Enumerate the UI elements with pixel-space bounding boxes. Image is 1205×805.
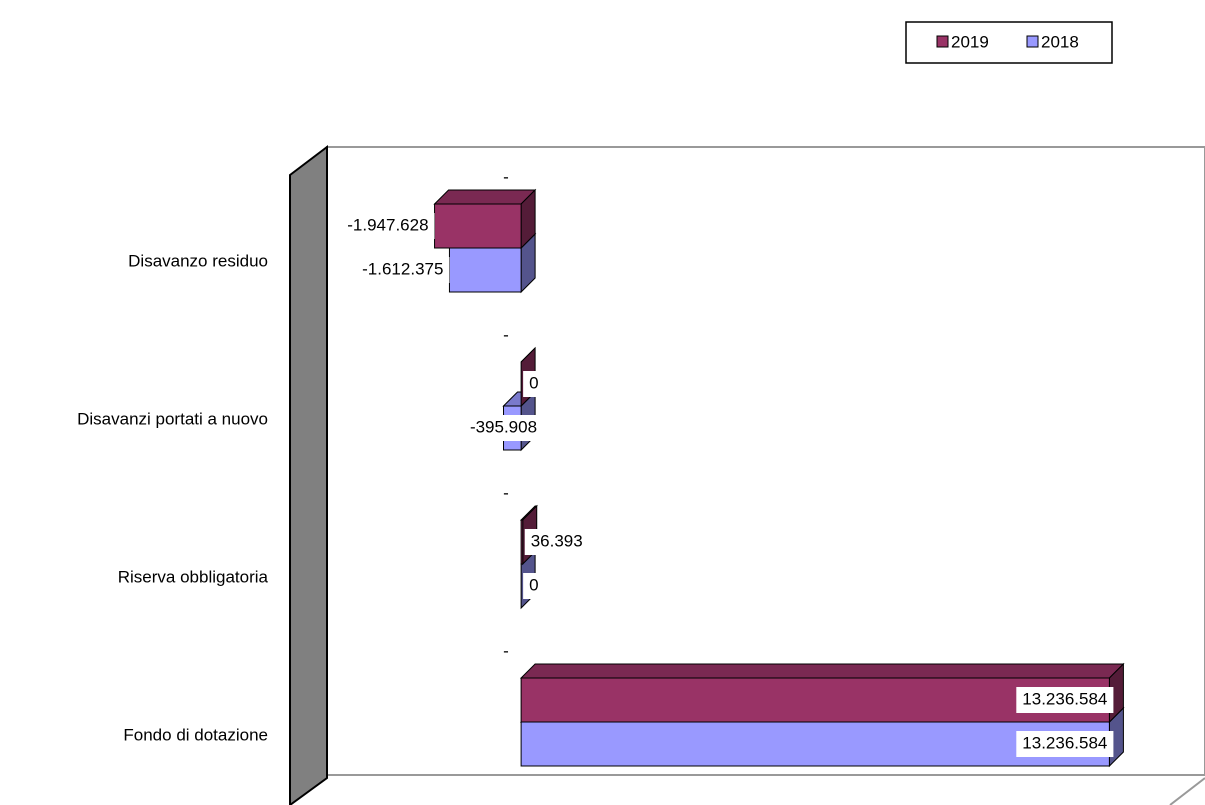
annotation: -: [503, 483, 509, 502]
data-label: 0: [529, 575, 538, 594]
data-label: -1.612.375: [362, 259, 443, 278]
y-tick-label: Riserva obbligatoria: [118, 567, 269, 586]
legend: [905, 21, 1113, 64]
bar: [520, 519, 524, 565]
legend-swatch: [936, 35, 949, 48]
data-label: -395.908: [470, 417, 537, 436]
legend-label: 2019: [951, 32, 989, 51]
annotation: -: [503, 641, 509, 660]
bar: [448, 247, 522, 293]
data-label-bg: [341, 213, 435, 239]
bar: [434, 203, 522, 249]
annotation: -: [503, 325, 509, 344]
data-label-bg: [463, 415, 544, 441]
legend-swatch: [1026, 35, 1039, 48]
legend-label: 2018: [1041, 32, 1079, 51]
annotation: -: [503, 167, 509, 186]
data-label: 36.393: [531, 531, 583, 550]
data-label-bg: [1016, 687, 1114, 713]
data-label-bg: [1016, 731, 1114, 757]
y-tick-label: Fondo di dotazione: [123, 725, 268, 744]
bar-top: [433, 189, 537, 205]
bar: [520, 677, 1110, 723]
data-label: 13.236.584: [1022, 733, 1107, 752]
data-label: -1.947.628: [347, 215, 428, 234]
data-label-bg: [523, 573, 545, 599]
bar: [520, 721, 1110, 767]
data-label-bg: [524, 529, 589, 555]
data-label: 13.236.584: [1022, 689, 1107, 708]
data-label: 0: [529, 373, 538, 392]
side-wall: [289, 144, 328, 805]
data-label-bg: [523, 371, 545, 397]
y-tick-label: Disavanzo residuo: [128, 251, 268, 270]
floor-edge: [1169, 777, 1205, 805]
data-label-bg: [356, 257, 450, 283]
bar-top: [519, 663, 1125, 679]
y-tick-label: Disavanzi portati a nuovo: [77, 409, 268, 428]
